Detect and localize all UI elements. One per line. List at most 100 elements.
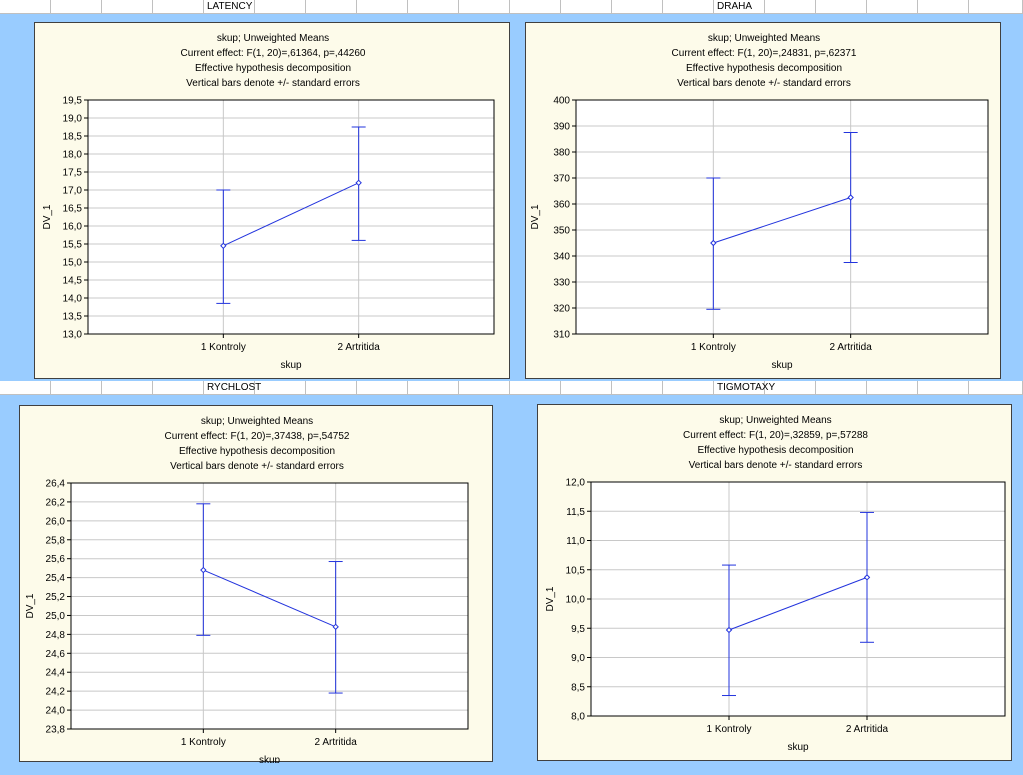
grid-cell [612, 0, 663, 13]
grid-cell [459, 0, 510, 13]
y-tick-label: 26,2 [46, 497, 66, 508]
header-label-latency: LATENCY [207, 1, 253, 12]
grid-cell [408, 381, 459, 394]
x-tick-label: 1 Kontroly [706, 724, 751, 735]
chart-header-line: Vertical bars denote +/- standard errors [170, 461, 344, 472]
grid-cell [561, 381, 612, 394]
y-tick-label: 25,4 [46, 573, 66, 584]
grid-cell [408, 0, 459, 13]
header-label-tigmotaxy: TIGMOTAXY [717, 382, 776, 393]
mean-point [863, 574, 871, 581]
y-tick-label: 13,5 [63, 312, 83, 323]
mean-point [710, 239, 717, 247]
y-tick-label: 320 [553, 304, 570, 315]
x-axis-label: skup [771, 360, 793, 371]
grid-cell [357, 381, 408, 394]
grid-cell [306, 381, 357, 394]
x-tick-label: 2 Artritida [315, 737, 358, 748]
plot-frame [87, 99, 495, 335]
mean-point [355, 179, 362, 187]
y-tick-label: 18,0 [63, 150, 83, 161]
grid-cell [357, 0, 408, 13]
y-axis-label: DV_1 [530, 204, 541, 229]
chart-header-line: Current effect: F(1, 20)=,61364, p=,4426… [181, 48, 366, 59]
header-label-draha: DRAHA [717, 1, 753, 12]
chart-header-line: Effective hypothesis decomposition [697, 445, 853, 456]
grid-cell [0, 381, 51, 394]
y-tick-label: 10,0 [566, 595, 586, 606]
y-tick-label: 350 [553, 226, 570, 237]
y-tick-label: 23,8 [46, 725, 66, 736]
mean-point [200, 566, 207, 574]
y-tick-label: 11,0 [566, 536, 585, 547]
y-tick-label: 10,5 [566, 565, 586, 576]
y-tick-label: 12,0 [566, 478, 586, 489]
series-line [728, 576, 868, 631]
y-axis-label: DV_1 [25, 593, 36, 618]
header-label-rychlost: RYCHLOST [207, 382, 262, 393]
grid-cell [918, 381, 969, 394]
y-tick-label: 19,0 [63, 114, 83, 125]
mean-point [220, 242, 227, 250]
y-tick-label: 8,0 [571, 712, 585, 723]
y-tick-label: 25,8 [46, 535, 66, 546]
plot-area [576, 100, 988, 334]
chart-tigmotaxy: skup; Unweighted Means Current effect: F(… [545, 415, 1006, 753]
y-tick-label: 19,5 [63, 96, 83, 107]
plot-area [71, 483, 468, 729]
y-tick-label: 25,2 [46, 592, 66, 603]
y-tick-label: 360 [553, 200, 570, 211]
y-tick-label: 380 [553, 148, 570, 159]
grid-cell [816, 381, 867, 394]
y-tick-label: 8,5 [571, 682, 585, 693]
y-tick-label: 24,4 [46, 668, 66, 679]
y-tick-label: 24,0 [46, 706, 66, 717]
grid-cell [765, 381, 816, 394]
chart-header-line: Effective hypothesis decomposition [686, 63, 842, 74]
chart-panel-tigmotaxy: skup; Unweighted Means Current effect: F(… [537, 404, 1012, 761]
grid-cell [714, 381, 765, 394]
chart-header-line: Vertical bars denote +/- standard errors [689, 460, 863, 471]
grid-cell [255, 381, 306, 394]
plot-frame [590, 481, 1006, 717]
grid-cell [51, 381, 102, 394]
grid-cell [0, 0, 51, 13]
y-tick-label: 400 [553, 96, 570, 107]
grid-cell [918, 0, 969, 13]
grid-cell [663, 0, 714, 13]
grid-cell [153, 381, 204, 394]
series-line [203, 569, 336, 628]
y-tick-label: 25,6 [46, 554, 66, 565]
chart-header-line: Effective hypothesis decomposition [195, 63, 351, 74]
chart-header-line: Current effect: F(1, 20)=,37438, p=,5475… [165, 431, 350, 442]
chart-header-line: Vertical bars denote +/- standard errors [677, 78, 851, 89]
x-tick-label: 2 Artritida [338, 342, 381, 353]
y-tick-label: 17,5 [63, 168, 83, 179]
header-row-middle: RYCHLOST TIGMOTAXY [0, 381, 1023, 395]
chart-header-line: skup; Unweighted Means [217, 33, 329, 44]
grid-cell [153, 0, 204, 13]
grid-cell [714, 0, 765, 13]
mean-point [725, 626, 733, 634]
y-tick-label: 24,2 [46, 687, 66, 698]
plot-frame [575, 99, 989, 335]
series-line [223, 182, 359, 247]
y-tick-label: 24,6 [46, 649, 66, 660]
chart-header-line: Vertical bars denote +/- standard errors [186, 78, 360, 89]
chart-header-line: Current effect: F(1, 20)=,32859, p=,5728… [683, 430, 868, 441]
x-tick-label: 1 Kontroly [691, 342, 736, 353]
grid-cell [663, 381, 714, 394]
x-tick-label: 2 Artritida [830, 342, 873, 353]
grid-cell [867, 0, 918, 13]
grid-cell [510, 0, 561, 13]
y-tick-label: 16,0 [63, 222, 83, 233]
grid-cell [255, 0, 306, 13]
chart-panel-rychlost: skup; Unweighted Means Current effect: F(… [19, 405, 493, 763]
y-tick-label: 24,8 [46, 630, 66, 641]
y-tick-label: 14,0 [63, 294, 83, 305]
grid-cell [969, 381, 1023, 394]
grid-cell [612, 381, 663, 394]
chart-panel-latency: skup; Unweighted Means Current effect: F(… [34, 22, 510, 379]
grid-cell [204, 381, 255, 394]
chart-header-line: skup; Unweighted Means [201, 416, 313, 427]
